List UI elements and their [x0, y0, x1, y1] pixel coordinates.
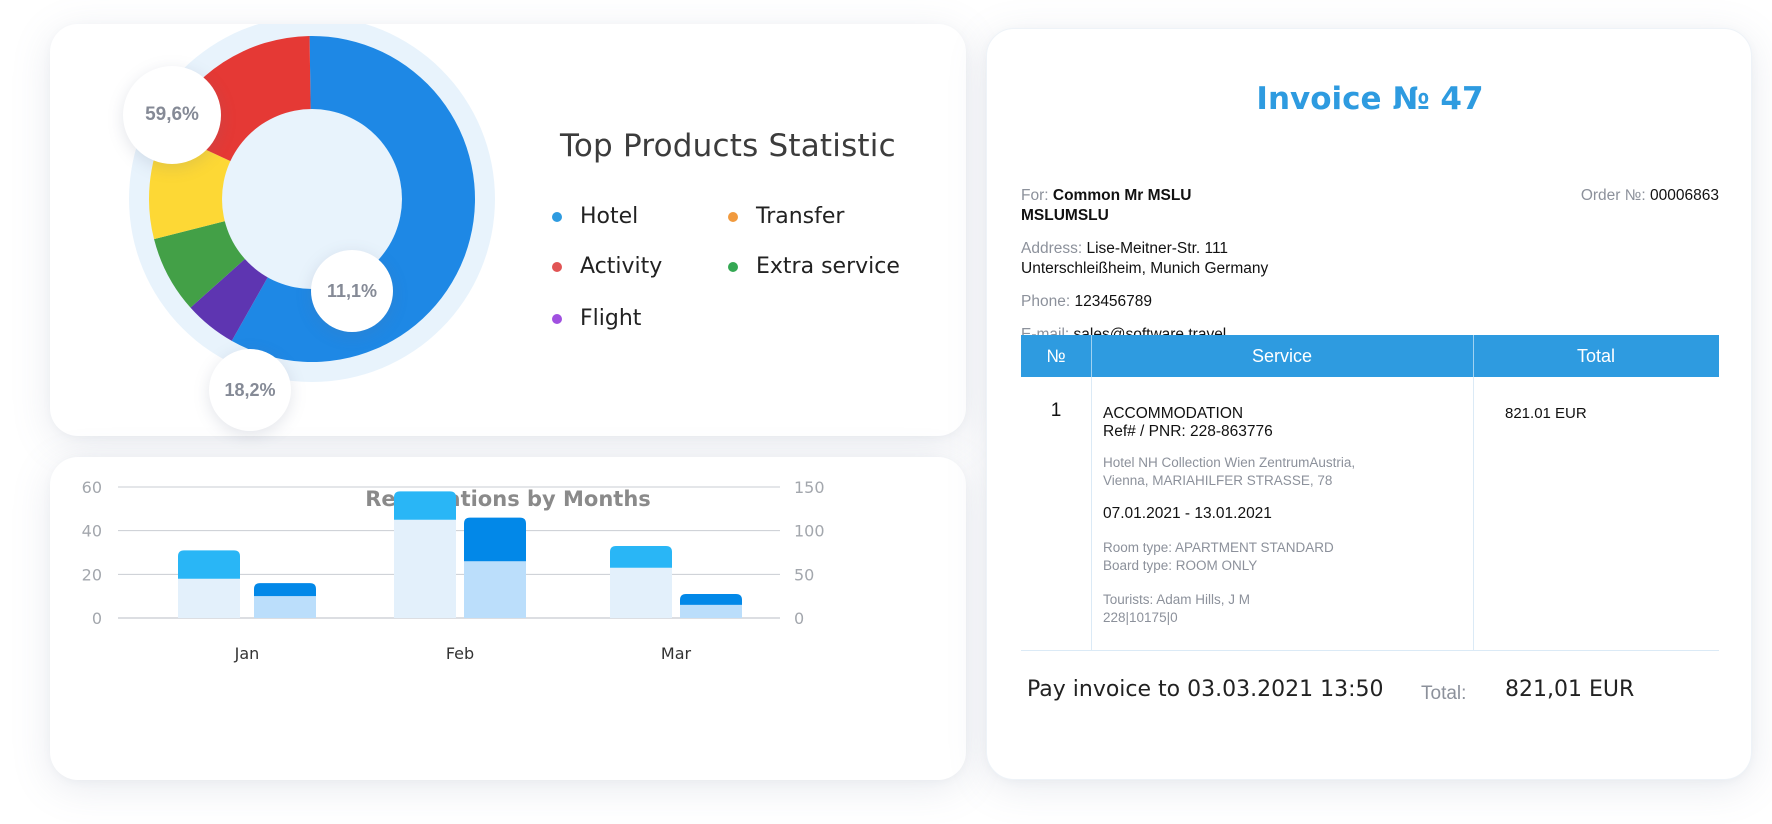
header-divider	[1091, 335, 1092, 377]
legend-item-activity: Activity	[552, 254, 662, 279]
bar-jan-group2-segment2	[254, 583, 316, 597]
x-tick-mar: Mar	[661, 644, 692, 663]
x-tick-jan: Jan	[234, 644, 260, 663]
y-right-tick: 0	[794, 609, 804, 628]
hotel-line2: Vienna, MARIAHILFER STRASSE, 78	[1103, 473, 1333, 488]
bar-feb-group1-segment1	[394, 519, 456, 618]
column-divider	[1473, 377, 1474, 650]
top-products-card: 59,6% 11,1% 18,2% Top Products Statistic…	[50, 24, 966, 436]
bar-mar-group2-segment1	[680, 604, 742, 618]
service-name: ACCOMMODATION	[1103, 405, 1244, 422]
header-service: Service	[1251, 346, 1313, 366]
legend-dot	[728, 261, 738, 272]
board-type: Board type: ROOM ONLY	[1103, 558, 1258, 573]
y-left-tick: 60	[82, 478, 102, 497]
donut-hole	[222, 109, 402, 289]
total-value: 821,01 EUR	[1505, 677, 1635, 702]
order-label: Order №:	[1580, 187, 1646, 204]
header-number: №	[1046, 346, 1066, 366]
y-right-tick: 150	[794, 478, 825, 497]
donut-label-transfer: 11,1%	[311, 250, 393, 332]
y-left-tick: 20	[82, 565, 102, 584]
bar-jan-group1-segment2	[178, 550, 240, 579]
for-name-line2: MSLUMSLU	[1021, 207, 1109, 224]
tourists: Tourists: Adam Hills, J M	[1103, 592, 1251, 607]
phone-value: 123456789	[1074, 293, 1153, 310]
x-tick-feb: Feb	[446, 644, 474, 663]
legend-label: Transfer	[756, 204, 845, 229]
donut-label-hotel: 59,6%	[123, 66, 221, 164]
row-number: 1	[1050, 400, 1062, 421]
bar-jan-group1-segment1	[178, 578, 240, 618]
address-label: Address:	[1021, 240, 1083, 257]
invoice-card: Invoice № 47 For: Common Mr MSLU MSLUMSL…	[986, 28, 1752, 780]
bar-chart: 0 20 40 60 0 50 100 150 Jan Feb Mar	[82, 478, 825, 663]
legend-label: Hotel	[580, 204, 639, 229]
y-right-tick: 100	[794, 522, 825, 541]
for-label: For:	[1021, 187, 1049, 204]
y-right-tick: 50	[794, 565, 814, 584]
legend-item-hotel: Hotel	[552, 204, 638, 229]
legend-item-extra-service: Extra service	[728, 254, 900, 279]
legend-dot	[552, 261, 562, 272]
invoice-address: Address: Lise-Meitner-Str. 111	[1021, 239, 1228, 259]
bar-feb-group1-segment2	[394, 491, 456, 520]
legend-item-transfer: Transfer	[728, 204, 844, 229]
invoice-title: Invoice № 47	[1256, 81, 1484, 117]
hotel-line1: Hotel NH Collection Wien ZentrumAustria,	[1103, 455, 1356, 470]
bar-axis-labels: 0 20 40 60 0 50 100 150 Jan Feb Mar	[82, 478, 825, 663]
room-type: Room type: APARTMENT STANDARD	[1103, 540, 1334, 555]
bar-feb-group2-segment2	[464, 517, 526, 562]
header-divider	[1473, 335, 1474, 377]
y-left-tick: 0	[92, 609, 102, 628]
footer-divider	[1021, 650, 1719, 651]
service-dates: 07.01.2021 - 13.01.2021	[1103, 505, 1272, 522]
donut-chart-title: Top Products Statistic	[560, 128, 896, 164]
legend-label: Activity	[580, 254, 663, 279]
legend-dot	[552, 313, 562, 324]
legend-label: Flight	[580, 306, 642, 331]
order-value: 00006863	[1650, 187, 1719, 204]
pay-deadline: Pay invoice to 03.03.2021 13:50	[1027, 677, 1384, 702]
reservations-card: Reservations by Months 0 20 40 60 0 50 100 150 J…	[50, 457, 966, 780]
for-name: Common Mr MSLU	[1052, 187, 1192, 204]
row-total: 821.01 EUR	[1505, 405, 1587, 422]
phone-label: Phone:	[1021, 293, 1071, 310]
address-line1: Lise-Meitner-Str. 111	[1086, 240, 1229, 257]
bar-feb-group2-segment1	[464, 561, 526, 618]
header-total: Total	[1576, 346, 1616, 366]
legend-item-flight: Flight	[552, 306, 641, 331]
invoice-table-header: № Service Total	[1021, 335, 1719, 377]
bar-mar-group1-segment2	[610, 545, 672, 568]
legend-label: Extra service	[756, 254, 900, 279]
bar-mar-group1-segment1	[610, 567, 672, 618]
column-divider	[1091, 377, 1092, 650]
total-label: Total:	[1421, 683, 1467, 704]
tourist-ids: 228|10175|0	[1103, 610, 1178, 625]
bar-marks	[178, 491, 742, 618]
legend-dot	[552, 211, 562, 222]
invoice-for: For: Common Mr MSLU	[1021, 186, 1192, 206]
y-left-tick: 40	[82, 522, 102, 541]
service-ref: Ref# / PNR: 228-863776	[1103, 423, 1273, 440]
address-line2: Unterschleißheim, Munich Germany	[1021, 260, 1269, 277]
bar-mar-group2-segment2	[680, 593, 742, 605]
invoice-phone: Phone: 123456789	[1021, 292, 1152, 312]
invoice-order: Order №: 00006863	[1505, 186, 1719, 206]
bar-jan-group2-segment1	[254, 596, 316, 618]
donut-label-activity: 18,2%	[209, 349, 291, 431]
legend-dot	[728, 211, 738, 222]
